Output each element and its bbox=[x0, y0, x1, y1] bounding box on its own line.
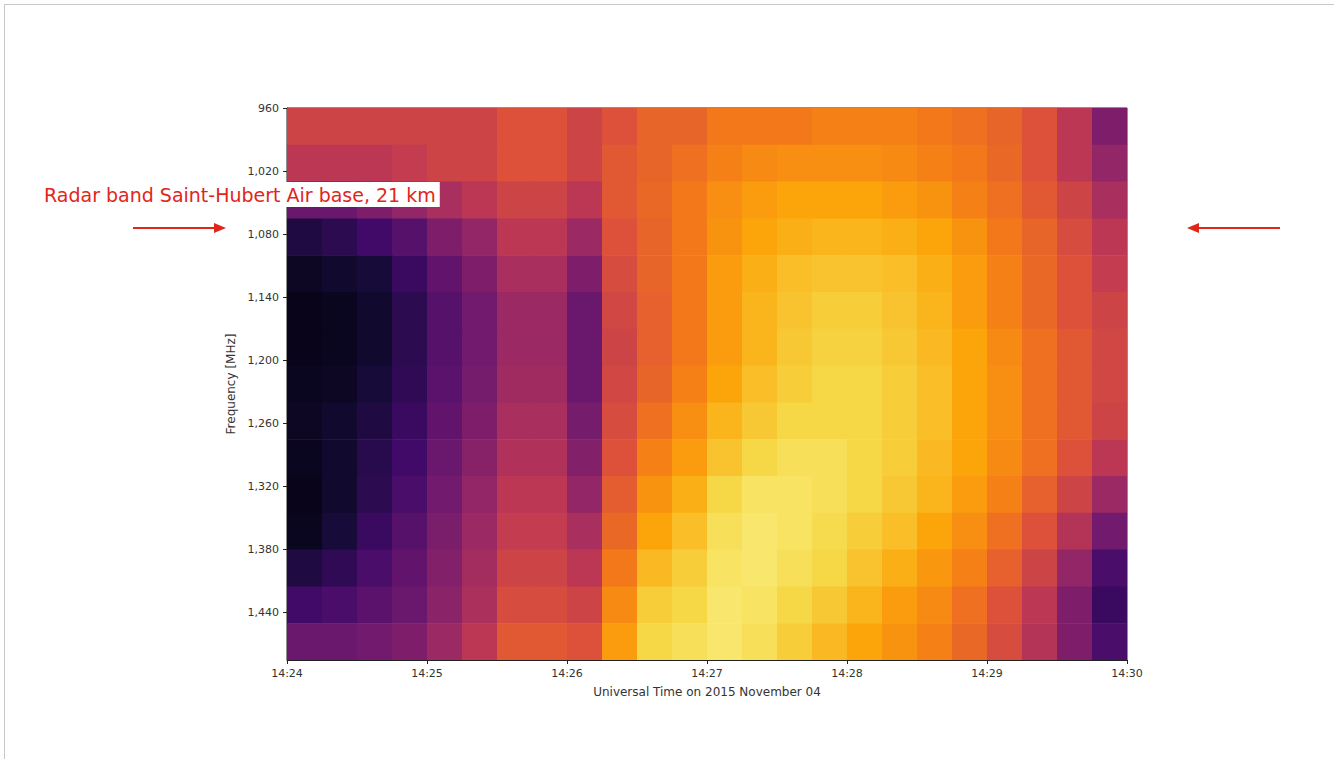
svg-text:14:28: 14:28 bbox=[831, 667, 863, 680]
svg-text:Frequency [MHz]: Frequency [MHz] bbox=[224, 334, 238, 435]
svg-text:14:29: 14:29 bbox=[971, 667, 1003, 680]
svg-text:960: 960 bbox=[258, 102, 279, 115]
svg-text:Radar band Saint-Hubert Air ba: Radar band Saint-Hubert Air base, 21 km bbox=[44, 184, 436, 206]
svg-text:14:25: 14:25 bbox=[411, 667, 443, 680]
svg-text:14:30: 14:30 bbox=[1111, 667, 1143, 680]
svg-text:1,440: 1,440 bbox=[248, 606, 280, 619]
svg-text:1,020: 1,020 bbox=[248, 165, 280, 178]
svg-text:1,320: 1,320 bbox=[248, 480, 280, 493]
svg-text:Universal Time on 2015 Novembe: Universal Time on 2015 November 04 bbox=[593, 685, 821, 699]
svg-text:14:24: 14:24 bbox=[271, 667, 303, 680]
svg-text:14:27: 14:27 bbox=[691, 667, 723, 680]
svg-text:1,200: 1,200 bbox=[248, 354, 280, 367]
svg-text:1,260: 1,260 bbox=[248, 417, 280, 430]
svg-text:1,080: 1,080 bbox=[248, 228, 280, 241]
svg-text:1,140: 1,140 bbox=[248, 291, 280, 304]
svg-text:1,380: 1,380 bbox=[248, 543, 280, 556]
svg-text:14:26: 14:26 bbox=[551, 667, 583, 680]
